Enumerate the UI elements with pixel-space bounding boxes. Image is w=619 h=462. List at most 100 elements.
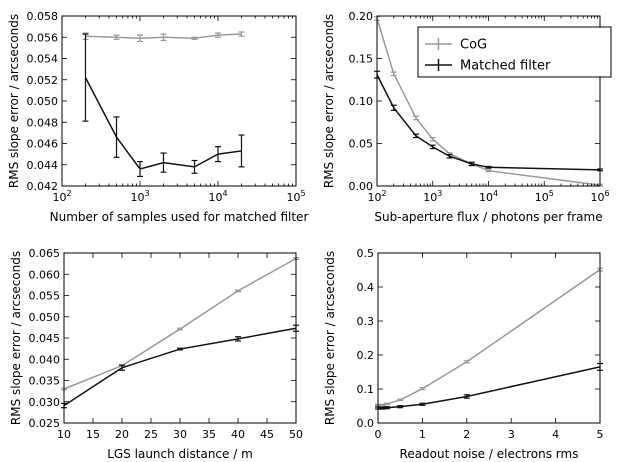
data-point-errorbar	[235, 336, 241, 342]
y-tick-label: 0.2	[357, 349, 375, 362]
y-tick-label: 0.035	[29, 375, 61, 388]
data-point-errorbar	[463, 394, 470, 399]
data-point-errorbar	[419, 387, 426, 391]
y-tick-label: 0.030	[29, 396, 61, 409]
y-tick-label: 0.5	[357, 247, 375, 260]
data-point-errorbar	[160, 33, 167, 42]
data-point-errorbar	[383, 402, 390, 406]
data-point-errorbar	[191, 159, 198, 174]
x-tick-label: 103	[423, 189, 442, 204]
legend-label-matched-filter: Matched filter	[460, 59, 551, 74]
data-point-errorbar	[463, 360, 470, 364]
data-point-errorbar	[238, 31, 245, 37]
y-tick-label: 0.3	[357, 315, 375, 328]
y-tick-label: 0.1	[357, 383, 375, 396]
x-tick-label: 102	[52, 189, 71, 204]
data-point-errorbar	[446, 153, 453, 159]
x-tick-label: 104	[208, 189, 227, 204]
data-point-errorbar	[137, 34, 143, 43]
series-matched-filter	[82, 33, 245, 178]
series-line	[378, 366, 601, 409]
x-tick-label: 0	[375, 428, 382, 441]
x-tick-label: 105	[286, 189, 305, 204]
data-point-errorbar	[177, 347, 183, 351]
data-point-errorbar	[397, 398, 404, 402]
x-tick-label: 30	[173, 428, 187, 441]
y-tick-label: 0.15	[349, 53, 374, 66]
data-point-errorbar	[113, 34, 120, 40]
data-point-errorbar	[235, 289, 241, 293]
data-point-errorbar	[412, 133, 419, 139]
y-tick-label: 0.10	[349, 95, 374, 108]
series-line	[376, 74, 601, 171]
data-point-errorbar	[390, 104, 397, 111]
y-tick-label: 0.054	[27, 53, 59, 66]
series-line	[63, 257, 297, 390]
data-point-errorbar	[160, 152, 167, 173]
data-point-errorbar	[113, 116, 120, 158]
data-point-errorbar	[215, 32, 221, 38]
y-tick-label: 0.0	[357, 417, 375, 430]
panel-subaperture-flux: 102 103 104 105 106 0.00 0.05 0.10 0.15 0.20 Sub-a…	[322, 10, 610, 224]
y-tick-label: 0.052	[27, 74, 59, 87]
data-point-errorbar	[485, 169, 492, 173]
data-point-errorbar	[429, 136, 436, 142]
x-tick-label: 25	[144, 428, 158, 441]
x-tick-label: 10	[57, 428, 71, 441]
x-tick-label: 104	[479, 189, 498, 204]
y-tick-label: 0.065	[29, 247, 61, 260]
data-point-errorbar	[468, 161, 475, 167]
x-axis-label: Readout noise / electrons rms	[400, 447, 579, 461]
x-tick-label: 15	[86, 428, 100, 441]
y-tick-label: 0.058	[27, 10, 59, 23]
x-tick-label: 40	[231, 428, 245, 441]
series-matched-filter	[374, 70, 603, 172]
series-line	[378, 269, 601, 406]
legend: CoG Matched filter	[417, 26, 612, 78]
y-tick-label: 0.4	[357, 281, 375, 294]
data-point-errorbar	[485, 165, 492, 169]
y-axis-label: RMS slope error / arcseconds	[7, 14, 21, 188]
x-tick-label: 106	[590, 189, 609, 204]
data-point-errorbar	[429, 144, 436, 150]
y-tick-label: 0.045	[29, 332, 61, 345]
x-tick-label: 102	[367, 189, 386, 204]
y-tick-label: 0.055	[29, 290, 61, 303]
series-line	[63, 327, 297, 407]
x-tick-label: 5	[597, 428, 604, 441]
y-tick-label: 0.042	[27, 180, 59, 193]
y-tick-label: 0.044	[27, 159, 59, 172]
series-cog	[82, 31, 245, 43]
series-matched-filter	[61, 324, 299, 409]
data-point-errorbar	[82, 33, 89, 122]
y-tick-label: 0.060	[29, 268, 61, 281]
y-tick-label: 0.046	[27, 138, 59, 151]
data-point-errorbar	[390, 71, 397, 77]
y-tick-label: 0.040	[29, 353, 61, 366]
data-point-errorbar	[215, 146, 221, 163]
panel-lgs-launch-distance: 10 15 20 25 30 35 40 45 50 0.025 0.030 0.035 0.040 0.…	[9, 247, 303, 461]
y-tick-label: 0.00	[349, 180, 374, 193]
data-point-errorbar	[419, 402, 426, 406]
legend-label-cog: CoG	[460, 38, 487, 53]
x-tick-label: 35	[202, 428, 216, 441]
panel-readout-noise: 0 1 2 3 4 5 0.0 0.1 0.2 0.3 0.4 0.5 Readout noise / …	[323, 247, 604, 461]
data-point-errorbar	[137, 160, 143, 178]
x-tick-label: 45	[260, 428, 274, 441]
y-axis-label: RMS slope error / arcseconds	[9, 251, 23, 425]
y-tick-label: 0.056	[27, 31, 59, 44]
y-axis-label: RMS slope error / arcseconds	[322, 14, 336, 188]
x-axis-label: Sub-aperture flux / photons per frame	[374, 210, 602, 224]
plot-frame	[377, 252, 601, 424]
x-tick-label: 4	[552, 428, 559, 441]
series-cog	[375, 267, 603, 407]
data-point-errorbar	[191, 36, 198, 40]
data-point-errorbar	[119, 364, 125, 371]
series-matched-filter	[375, 362, 603, 410]
data-point-errorbar	[397, 405, 404, 409]
x-tick-label: 1	[419, 428, 426, 441]
legend-box	[417, 26, 612, 78]
y-axis-label: RMS slope error / arcseconds	[323, 251, 337, 425]
y-tick-label: 0.050	[27, 95, 59, 108]
